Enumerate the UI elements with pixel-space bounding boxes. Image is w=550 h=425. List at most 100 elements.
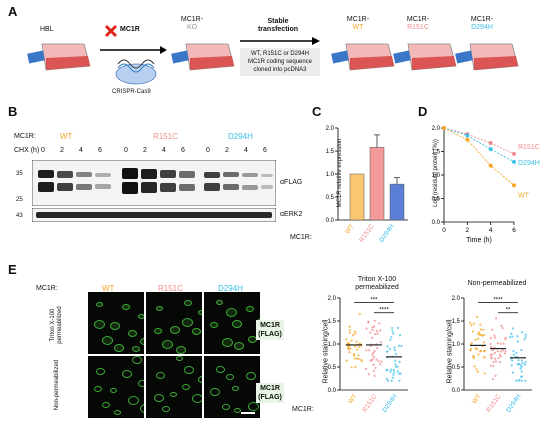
cell-stain	[170, 392, 177, 397]
data-point	[501, 326, 504, 330]
x-tick-label: WT	[347, 393, 359, 405]
plot1-title: Triton X-100 permeabilized	[355, 276, 399, 291]
micrograph	[204, 292, 260, 354]
data-point	[353, 354, 356, 357]
crispr-label: CRISPR-Cas9	[112, 89, 151, 95]
data-point	[354, 365, 357, 368]
time-label: 4	[244, 147, 248, 154]
data-point	[472, 322, 476, 325]
data-point	[364, 367, 368, 371]
data-point	[386, 345, 389, 348]
cell-stain	[122, 304, 130, 310]
data-point	[502, 342, 505, 345]
significance-label: ****	[493, 298, 503, 304]
data-point	[518, 362, 521, 366]
cell-stain	[154, 394, 164, 402]
cell-stain	[96, 302, 103, 307]
y-tick-label: 0.0	[452, 388, 461, 394]
data-point	[489, 336, 492, 340]
series-label: D294H	[518, 160, 540, 167]
series-label: WT	[518, 192, 530, 199]
data-point	[390, 368, 393, 371]
data-point	[392, 368, 395, 372]
data-point	[377, 360, 380, 363]
cell-stain	[140, 338, 144, 345]
time-label: 6	[181, 147, 185, 154]
cell-stain	[232, 386, 239, 391]
data-point	[357, 354, 360, 357]
data-point	[491, 377, 495, 381]
time-label: 2	[225, 147, 229, 154]
data-point	[373, 333, 377, 336]
data-point	[389, 370, 392, 373]
row-label-non-permeabilized: Non-permeabilized	[54, 359, 60, 411]
data-point	[391, 329, 394, 333]
cell-stain	[94, 320, 105, 329]
scale-bar	[241, 412, 255, 414]
time-label: 0	[124, 147, 128, 154]
erk2-antibody-label: αERK2	[280, 211, 303, 218]
data-point	[515, 351, 518, 354]
line-label-r151c: MC1R- R151C	[406, 16, 430, 31]
x-tick-label: R151C	[485, 393, 503, 414]
data-point	[360, 360, 363, 363]
data-point	[354, 345, 357, 348]
mc1r-row-label: MC1R:	[14, 133, 36, 140]
y-tick-label: 0.0	[432, 220, 441, 226]
plot1-mc1r-label: MC1R:	[292, 406, 314, 413]
data-point	[354, 332, 357, 335]
flask-icon	[455, 43, 519, 71]
y-tick-label: 2.0	[328, 296, 337, 302]
data-point	[493, 334, 496, 337]
data-point	[482, 328, 485, 331]
data-point	[488, 141, 493, 146]
y-tick-label: 1.5	[452, 319, 461, 325]
data-point	[520, 375, 523, 378]
data-point	[508, 336, 512, 339]
cell-stain	[176, 346, 186, 354]
data-point	[523, 363, 526, 366]
bar-chart-expression: 0.0 0.5 1.0 1.5 2.0 WT R151C D294H	[326, 126, 408, 244]
data-point	[510, 364, 513, 367]
data-point	[372, 351, 375, 355]
line-chart-degradation: 0.0 0.5 1.0 1.5 2.0 0 2 4 6 Time (h) R151C D294H WT	[432, 126, 540, 244]
flask-icon	[331, 43, 395, 71]
cell-stain	[246, 306, 254, 312]
data-point	[358, 312, 361, 316]
y-tick-label: 1.5	[432, 150, 441, 156]
data-point	[490, 357, 493, 360]
data-point	[373, 319, 376, 322]
x-tick-label: D294H	[505, 393, 523, 414]
cell-stain	[170, 326, 180, 334]
time-label: 4	[79, 147, 83, 154]
y-tick-label: 0.5	[432, 197, 441, 203]
data-point	[520, 331, 524, 334]
data-point	[348, 331, 351, 334]
panel-letter-c: C	[312, 104, 322, 119]
time-label: 0	[206, 147, 210, 154]
cell-stain	[132, 346, 140, 352]
line-label-wt: MC1R- WT	[346, 16, 370, 31]
cell-stain	[140, 404, 144, 413]
y-tick-label: 2.0	[432, 126, 441, 132]
data-point	[477, 337, 480, 340]
panel-letter-a: A	[8, 4, 18, 19]
ko-label: MC1R- KO	[180, 16, 204, 31]
cell-stain	[94, 386, 102, 392]
data-point	[350, 366, 353, 369]
data-point	[492, 364, 495, 368]
data-point	[491, 328, 494, 331]
cell-stain	[198, 376, 202, 383]
panel-letter-d: D	[418, 104, 428, 119]
cell-stain	[154, 328, 162, 334]
x-axis-label: Time (h)	[466, 237, 492, 244]
data-point	[475, 315, 479, 318]
stain-label: MC1R (FLAG)	[256, 320, 284, 340]
data-point	[479, 333, 483, 337]
data-point	[365, 327, 368, 330]
data-point	[348, 325, 351, 328]
data-point	[521, 362, 524, 365]
data-point	[378, 322, 381, 325]
data-point	[475, 347, 479, 351]
cell-stain	[114, 344, 124, 352]
